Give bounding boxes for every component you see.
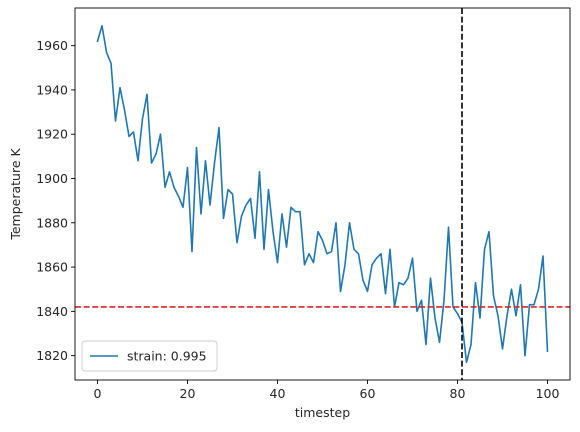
legend: strain: 0.995 [81, 340, 218, 372]
y-tick-label: 1880 [36, 215, 68, 230]
y-axis-label: Temperature K [8, 148, 23, 241]
x-tick-label: 0 [94, 386, 102, 401]
axes-frame [74, 7, 571, 381]
axes: 0 20 40 60 80 100 1820 1840 1860 1880 1900 1920 1940… [36, 7, 571, 401]
x-tick-label: 100 [536, 386, 560, 401]
legend-box [81, 340, 218, 372]
y-tick-label: 1920 [36, 127, 68, 142]
x-tick-label: 20 [180, 386, 196, 401]
y-tick-label: 1960 [36, 38, 68, 53]
y-tick-label: 1860 [36, 260, 68, 275]
plot-area [75, 8, 570, 380]
y-tick-label: 1820 [36, 348, 68, 363]
x-tick-label: 60 [360, 386, 376, 401]
y-tick-label: 1940 [36, 82, 68, 97]
series-line-0 [96, 24, 549, 364]
x-axis-label: timestep [295, 405, 350, 420]
x-tick-label: 80 [450, 386, 466, 401]
plot-content [75, 8, 570, 380]
legend-label-0: strain: 0.995 [127, 349, 207, 364]
x-tick-label: 40 [270, 386, 286, 401]
y-tick-label: 1840 [36, 304, 68, 319]
y-tick-label: 1900 [36, 171, 68, 186]
